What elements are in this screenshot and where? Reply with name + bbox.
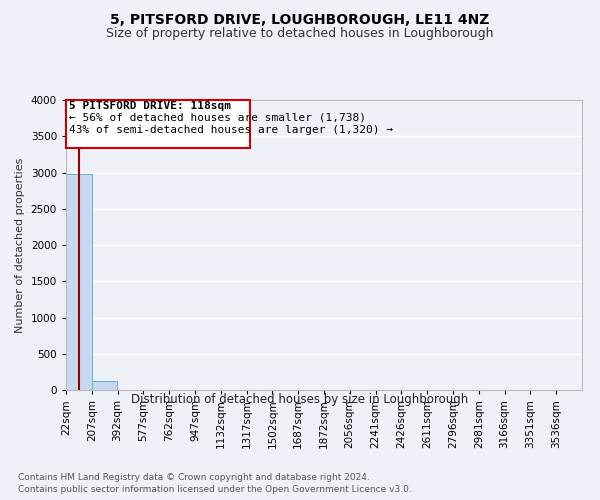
Text: 5, PITSFORD DRIVE, LOUGHBOROUGH, LE11 4NZ: 5, PITSFORD DRIVE, LOUGHBOROUGH, LE11 4N… [110, 12, 490, 26]
Text: Contains public sector information licensed under the Open Government Licence v3: Contains public sector information licen… [18, 485, 412, 494]
Text: Contains HM Land Registry data © Crown copyright and database right 2024.: Contains HM Land Registry data © Crown c… [18, 472, 370, 482]
Text: ← 56% of detached houses are smaller (1,738): ← 56% of detached houses are smaller (1,… [70, 112, 367, 122]
Text: 5 PITSFORD DRIVE: 118sqm: 5 PITSFORD DRIVE: 118sqm [70, 101, 232, 111]
Bar [66, 100, 250, 148]
Bar [92, 382, 118, 390]
Text: Distribution of detached houses by size in Loughborough: Distribution of detached houses by size … [131, 392, 469, 406]
Text: Size of property relative to detached houses in Loughborough: Size of property relative to detached ho… [106, 28, 494, 40]
Bar [66, 174, 92, 390]
Y-axis label: Number of detached properties: Number of detached properties [15, 158, 25, 332]
Text: 43% of semi-detached houses are larger (1,320) →: 43% of semi-detached houses are larger (… [70, 124, 394, 134]
